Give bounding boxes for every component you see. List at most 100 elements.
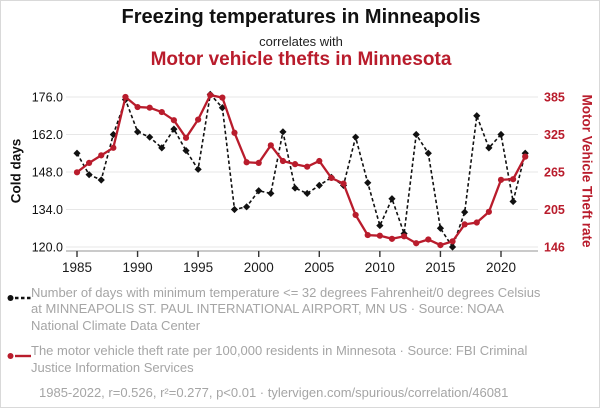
right-axis-title: Motor Vehicle Theft rate — [579, 94, 595, 248]
series-marker-theft-rate — [134, 103, 141, 111]
y-axis-tick-label-left: 134.0 — [32, 203, 63, 217]
correlates-with-label: correlates with — [259, 34, 343, 49]
series-marker-theft-rate — [195, 116, 202, 123]
series-marker-theft-rate — [110, 144, 117, 151]
x-axis-tick-label: 2000 — [244, 260, 274, 275]
series-marker-theft-rate — [473, 219, 480, 226]
series-marker-theft-rate — [449, 238, 456, 245]
series-line-cold-days — [76, 92, 526, 249]
series-marker-cold-days — [255, 187, 263, 195]
series-marker-theft-rate — [86, 159, 93, 166]
series-marker-cold-days — [146, 133, 154, 141]
series-marker-theft-rate — [291, 161, 299, 168]
y-axis-tick-label-right: 265 — [544, 166, 565, 180]
series-marker-theft-rate — [485, 208, 492, 215]
x-axis-tick-label: 2005 — [304, 260, 334, 275]
legend-label-theft-rate: The motor vehicle theft rate per 100,000… — [31, 343, 528, 375]
series-marker-cold-days — [485, 144, 493, 152]
series-marker-cold-days — [448, 243, 457, 251]
page-title: Freezing temperatures in Minneapolis — [121, 6, 481, 28]
series-marker-theft-rate — [510, 176, 517, 183]
series-marker-cold-days — [497, 130, 505, 139]
series-marker-theft-rate — [316, 157, 323, 165]
series-marker-theft-rate — [437, 242, 444, 249]
x-axis-tick-label: 1985 — [62, 260, 92, 275]
stats-and-source-url: 1985-2022, r=0.526, r²=0.277, p<0.01 · t… — [39, 384, 509, 400]
y-axis-tick-label-left: 162.0 — [32, 128, 63, 142]
series-marker-theft-rate — [158, 108, 165, 116]
series-marker-cold-days — [364, 179, 372, 187]
series-marker-theft-rate — [279, 157, 287, 165]
series-marker-theft-rate — [522, 153, 529, 160]
series-marker-cold-days — [424, 149, 432, 157]
series-marker-cold-days — [243, 203, 251, 211]
series-marker-cold-days — [133, 128, 142, 136]
series-marker-theft-rate — [400, 233, 408, 240]
y-axis-tick-label-left: 176.0 — [32, 91, 63, 105]
series-marker-cold-days — [291, 184, 299, 192]
series-marker-theft-rate — [376, 232, 383, 239]
x-axis-tick-label: 2015 — [425, 260, 455, 275]
legend-label-cold-days: Number of days with minimum temperature … — [31, 285, 541, 333]
series-marker-cold-days — [509, 197, 517, 206]
y-axis-tick-label-left: 148.0 — [32, 166, 63, 180]
series-marker-theft-rate — [182, 134, 190, 141]
series-marker-theft-rate — [497, 176, 505, 183]
series-marker-theft-rate — [304, 163, 311, 170]
series-marker-theft-rate — [328, 174, 335, 182]
series-marker-cold-days — [315, 181, 323, 189]
series-marker-cold-days — [182, 146, 190, 155]
series-marker-theft-rate — [73, 169, 81, 176]
series-marker-cold-days — [461, 208, 469, 216]
y-axis-tick-label-right: 325 — [544, 128, 565, 142]
series-marker-cold-days — [303, 189, 311, 198]
series-marker-cold-days — [267, 189, 275, 198]
series-marker-cold-days — [279, 128, 287, 136]
series-marker-cold-days — [194, 165, 202, 173]
series-marker-theft-rate — [231, 129, 238, 136]
legend: Number of days with minimum temperature … — [7, 285, 593, 400]
series-marker-theft-rate — [388, 235, 396, 242]
series-marker-theft-rate — [267, 142, 274, 149]
series-marker-cold-days — [230, 205, 239, 214]
series-marker-cold-days — [388, 195, 396, 203]
series-marker-cold-days — [97, 176, 105, 184]
series-marker-theft-rate — [425, 236, 432, 243]
series-marker-theft-rate — [352, 211, 359, 219]
series-marker-cold-days — [412, 130, 420, 139]
x-axis-tick-label: 2020 — [486, 260, 516, 275]
y-axis-tick-label-left: 120.0 — [32, 241, 63, 255]
solid-line-marker-icon — [7, 343, 31, 376]
series-marker-cold-days — [473, 112, 481, 120]
series-marker-theft-rate — [461, 221, 468, 228]
x-axis-tick-label: 2010 — [365, 260, 395, 275]
series-marker-cold-days — [158, 144, 166, 152]
series-line-theft-rate — [76, 93, 527, 247]
series-marker-theft-rate — [243, 159, 250, 166]
series-marker-theft-rate — [364, 231, 371, 239]
y-axis-tick-label-right: 205 — [544, 203, 565, 217]
x-axis-tick-label: 1990 — [123, 260, 153, 275]
series-marker-cold-days — [436, 224, 445, 232]
legend-entry-theft-rate: The motor vehicle theft rate per 100,000… — [7, 343, 593, 376]
series-marker-cold-days — [85, 171, 93, 179]
series-marker-theft-rate — [122, 93, 129, 101]
series-marker-cold-days — [376, 221, 384, 230]
secondary-title: Motor vehicle thefts in Minnesota — [150, 49, 452, 70]
series-marker-cold-days — [352, 133, 360, 141]
legend-entry-cold-days: Number of days with minimum temperature … — [7, 285, 593, 334]
dashed-line-marker-icon — [7, 285, 31, 334]
y-axis-tick-label-right: 146 — [544, 241, 565, 255]
series-marker-cold-days — [170, 125, 178, 133]
series-marker-theft-rate — [340, 180, 347, 187]
series-marker-cold-days — [73, 149, 81, 157]
series-marker-theft-rate — [255, 159, 262, 166]
series-marker-theft-rate — [413, 240, 420, 247]
series-marker-theft-rate — [146, 104, 153, 111]
series-marker-theft-rate — [219, 94, 226, 101]
left-axis-title: Cold days — [8, 138, 24, 204]
x-axis-tick-label: 1995 — [183, 260, 213, 275]
y-axis-tick-label-right: 385 — [544, 91, 565, 105]
